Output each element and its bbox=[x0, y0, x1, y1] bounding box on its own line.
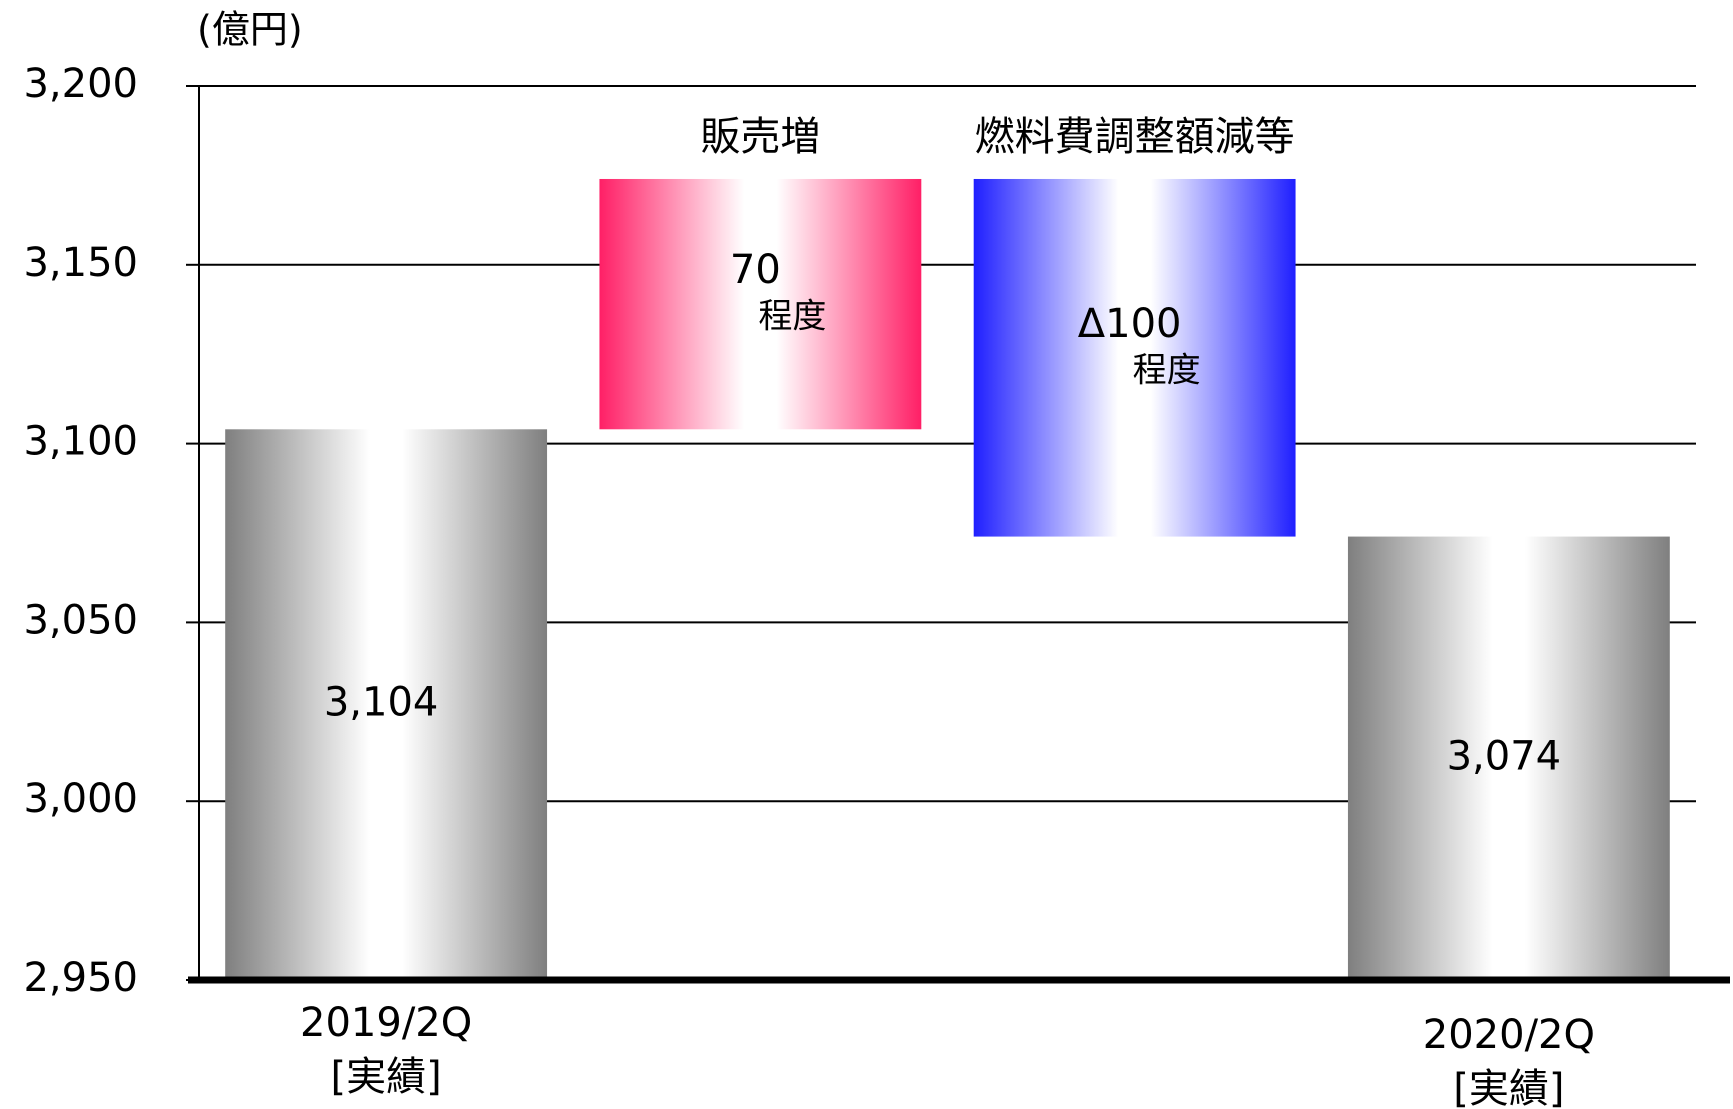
note-label: 程度 bbox=[1133, 350, 1201, 390]
value-label: Δ100 bbox=[1078, 301, 1182, 347]
value-label: 3,074 bbox=[1447, 733, 1562, 779]
category-label: 販売増 bbox=[700, 114, 820, 160]
bar bbox=[1347, 536, 1670, 980]
value-label: 70 bbox=[730, 247, 781, 293]
category-label: 燃料費調整額減等 bbox=[975, 114, 1295, 160]
bar bbox=[973, 178, 1296, 537]
y-tick-label: 3,050 bbox=[23, 597, 138, 643]
y-tick-label: 2,950 bbox=[23, 955, 138, 1001]
y-tick-label: 3,150 bbox=[23, 240, 138, 286]
y-tick-label: 3,100 bbox=[23, 419, 138, 465]
value-label: 3,104 bbox=[324, 680, 439, 726]
y-tick-label: 3,000 bbox=[23, 776, 138, 822]
bar bbox=[599, 178, 922, 430]
bar bbox=[225, 429, 548, 980]
unit-label: (億円) bbox=[197, 8, 303, 52]
note-label: 程度 bbox=[758, 297, 826, 337]
category-label: 2019/2Q [実績] bbox=[300, 1000, 472, 1100]
category-label: 2020/2Q [実績] bbox=[1423, 1012, 1595, 1109]
y-tick-label: 3,200 bbox=[23, 61, 138, 107]
